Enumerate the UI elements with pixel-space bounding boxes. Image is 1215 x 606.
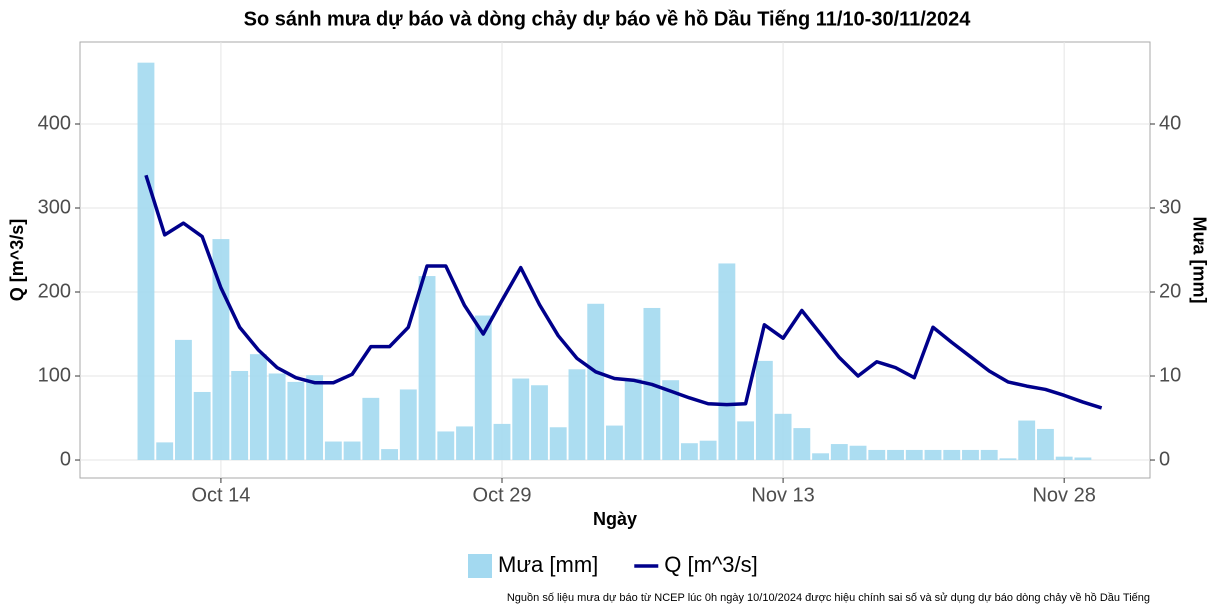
bar — [324, 441, 342, 461]
bar — [531, 385, 548, 461]
bar — [399, 389, 417, 461]
bar — [456, 426, 473, 461]
bar — [624, 378, 642, 461]
y2-tick-label: 10 — [1159, 364, 1181, 386]
bar — [306, 375, 324, 461]
bar — [812, 453, 829, 461]
bar — [1074, 457, 1092, 461]
bar — [437, 431, 455, 461]
bar — [924, 449, 942, 461]
bar — [231, 370, 249, 461]
bar — [830, 444, 848, 461]
bar — [793, 428, 811, 461]
bar — [193, 391, 211, 461]
y-tick-label: 0 — [60, 448, 71, 470]
y-tick-label: 400 — [38, 112, 71, 134]
bar — [887, 449, 904, 461]
y2-axis-title: Mưa [mm] — [1189, 216, 1209, 303]
y2-tick-label: 0 — [1159, 448, 1170, 470]
y2-tick-label: 20 — [1159, 280, 1181, 302]
bar — [1055, 456, 1073, 461]
bar — [549, 427, 567, 461]
bar — [568, 369, 586, 461]
bar — [156, 442, 174, 461]
x-tick-label: Nov 28 — [1032, 484, 1095, 506]
y-tick-label: 300 — [38, 196, 71, 218]
bar — [849, 445, 867, 461]
footnote: Nguồn số liệu mưa dự báo từ NCEP lúc 0h … — [507, 592, 1150, 604]
bar — [512, 378, 530, 461]
bar — [493, 423, 511, 461]
bar — [699, 440, 717, 461]
bar — [587, 303, 605, 461]
bar — [905, 449, 923, 461]
bar — [418, 276, 436, 461]
y-axis-title: Q [m^3/s] — [7, 219, 27, 302]
bar — [1037, 428, 1054, 461]
bar — [980, 449, 998, 461]
legend-swatch — [468, 554, 492, 578]
y-tick-label: 200 — [38, 280, 71, 302]
bar — [137, 62, 155, 461]
x-tick-label: Oct 14 — [191, 484, 250, 506]
bar — [249, 354, 267, 461]
y2-tick-label: 30 — [1159, 196, 1181, 218]
bar — [474, 315, 492, 461]
bar — [662, 380, 680, 461]
bar — [606, 425, 623, 461]
line — [144, 174, 1103, 410]
bar — [175, 339, 192, 461]
x-tick-label: Oct 29 — [473, 484, 532, 506]
chart-title: So sánh mưa dự báo và dòng chảy dự báo v… — [244, 8, 972, 30]
bar — [287, 381, 305, 461]
bar — [362, 397, 380, 461]
bar — [755, 360, 773, 461]
bar — [943, 449, 961, 461]
bar — [737, 421, 755, 461]
y2-tick-label: 40 — [1159, 112, 1181, 134]
bar — [962, 449, 979, 461]
bar — [343, 441, 361, 461]
x-tick-label: Nov 13 — [751, 484, 814, 506]
bar — [268, 373, 286, 461]
bar — [1018, 420, 1036, 461]
y-tick-label: 100 — [38, 364, 71, 386]
bar — [774, 413, 792, 461]
x-axis-title: Ngày — [593, 509, 637, 529]
legend-label: Mưa [mm] — [498, 552, 598, 577]
bar — [868, 449, 886, 461]
bar — [999, 458, 1017, 461]
legend-label: Q [m^3/s] — [664, 552, 757, 577]
bar — [680, 443, 698, 461]
bar — [381, 449, 399, 461]
bar — [718, 263, 736, 461]
